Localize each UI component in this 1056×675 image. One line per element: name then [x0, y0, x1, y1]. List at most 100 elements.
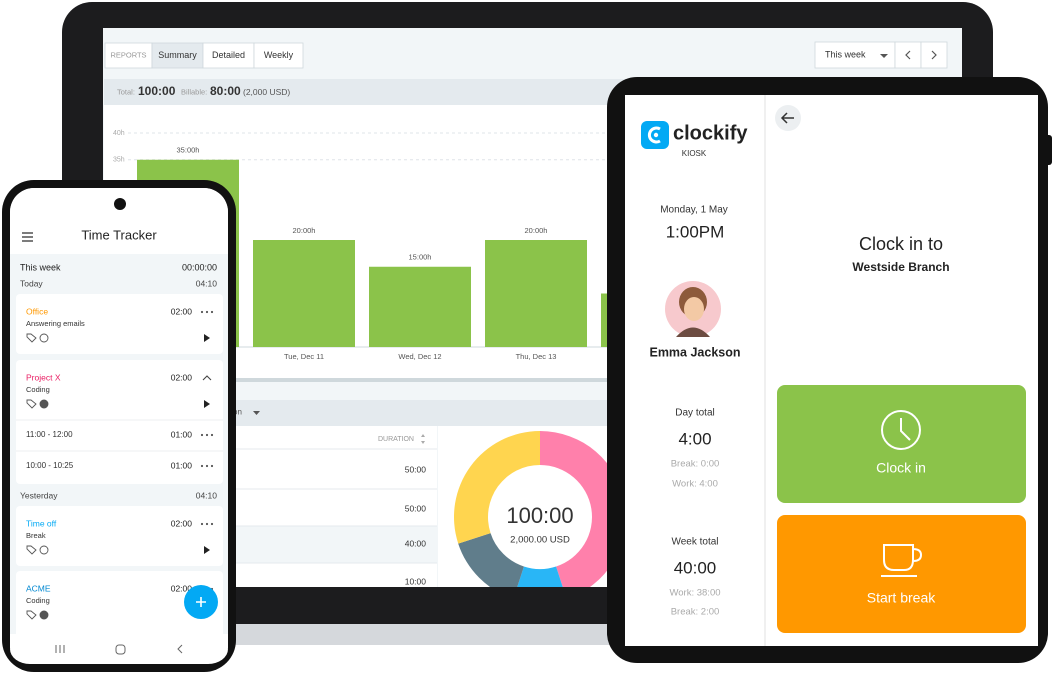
donut-segment: [540, 431, 626, 587]
cup-icon: [883, 544, 923, 571]
description: Break: [26, 531, 46, 540]
day-total: 4:00: [678, 429, 711, 448]
billable-label: Billable:: [181, 87, 207, 96]
project: Time off: [26, 518, 57, 528]
total-label: Total:: [117, 87, 135, 96]
donut-amount: 2,000.00 USD: [510, 535, 570, 546]
y-tick-label: 40h: [113, 130, 125, 137]
billable-icon: [39, 610, 49, 620]
clock-hands: [900, 418, 911, 441]
divider: [104, 378, 962, 382]
avatar-face: [684, 297, 704, 321]
app-title: Time Tracker: [81, 227, 157, 242]
chevron-right: [931, 50, 937, 60]
caret: [253, 411, 260, 415]
range-label[interactable]: This week: [825, 49, 866, 59]
x-tick-label: Thu, Dec 13: [516, 352, 557, 361]
donut-total: 100:00: [506, 503, 573, 528]
entry-card[interactable]: [16, 294, 223, 354]
day-break: Break: 0:00: [671, 459, 720, 470]
week-total: 00:00:00: [182, 262, 217, 272]
play-icon[interactable]: [204, 400, 210, 408]
sort-icon: [421, 434, 425, 444]
duration: 02:00: [171, 518, 193, 528]
next-button: [920, 41, 948, 69]
billable-amount: (2,000 USD): [243, 87, 290, 97]
clock-in-button[interactable]: [777, 385, 1026, 503]
location: Westside Branch: [852, 260, 949, 274]
day-work: Work: 4:00: [672, 479, 718, 490]
week-label: This week: [20, 262, 61, 272]
week-total: 40:00: [674, 558, 717, 577]
nav-bar-fill: [10, 634, 228, 648]
entry-card[interactable]: [16, 571, 223, 641]
logo-dot: [653, 132, 659, 138]
description: Answering emails: [26, 319, 85, 328]
y-tick-label: 35h: [113, 157, 125, 164]
back-arrow: [780, 112, 794, 124]
donut-segment: [454, 431, 540, 544]
clock-in-label[interactable]: Clock in: [876, 460, 926, 476]
phone-content: Time Tracker This week 00:00:00 Today 04:10 Y…: [10, 188, 228, 664]
tab-label[interactable]: Weekly: [264, 50, 294, 60]
group-by[interactable]: on: [233, 408, 242, 417]
bar-label: 15:00h: [409, 253, 432, 262]
date: Monday, 1 May: [660, 205, 728, 216]
entry-card[interactable]: [16, 506, 223, 566]
chevron-up: [202, 375, 212, 381]
clock-icon: [881, 410, 921, 450]
chevron-left: [905, 50, 911, 60]
more-dot: [200, 433, 204, 437]
tab-label[interactable]: Summary: [158, 50, 197, 60]
bar: [369, 266, 471, 347]
duration-cell: 50:00: [405, 464, 427, 474]
tag-icon: [26, 545, 37, 555]
entry-card[interactable]: [16, 360, 223, 484]
description: Coding: [26, 385, 50, 394]
day-total: 04:10: [196, 490, 218, 500]
bar-label: 20:00h: [293, 226, 316, 235]
tab-label[interactable]: Detailed: [212, 50, 245, 60]
more-dot: [200, 464, 204, 468]
duration-cell: 40:00: [405, 538, 427, 548]
table-header[interactable]: DURATION: [378, 436, 414, 443]
start-break-button[interactable]: [777, 515, 1026, 633]
start-break-label[interactable]: Start break: [867, 590, 936, 606]
tab-label: REPORTS: [110, 50, 146, 59]
play-icon[interactable]: [204, 334, 210, 342]
brand: clockify: [673, 122, 748, 144]
nav-home: [115, 644, 126, 655]
play-icon[interactable]: [204, 546, 210, 554]
more-dot: [205, 464, 209, 468]
duration: 02:00: [171, 306, 193, 316]
sub-duration: 01:00: [171, 429, 193, 439]
donut-segment: [517, 566, 563, 587]
day-label: Yesterday: [20, 490, 58, 500]
bar-label: 20:00h: [525, 226, 548, 235]
app-bar-fill: [10, 220, 228, 254]
avatar-body: [676, 327, 710, 337]
week-break: Break: 2:00: [671, 607, 720, 618]
more-dot: [205, 310, 209, 314]
week-work: Work: 38:00: [669, 588, 720, 599]
more-dot: [205, 433, 209, 437]
bar-label: 35:00h: [177, 146, 200, 155]
day-label: Today: [20, 278, 43, 288]
tab: [151, 42, 204, 69]
duration: 02:00: [171, 583, 193, 593]
day-total-label: Day total: [675, 408, 714, 419]
more-dot: [210, 522, 214, 526]
user-name: Emma Jackson: [649, 345, 740, 359]
kiosk-label: KIOSK: [682, 149, 707, 158]
x-tick-label: Tue, Dec 11: [284, 352, 324, 361]
duration-cell: 50:00: [405, 503, 427, 513]
heading: Clock in to: [859, 234, 943, 254]
project: Project X: [26, 372, 61, 382]
tag-icon: [26, 333, 37, 343]
day-total: 04:10: [196, 278, 218, 288]
project: ACME: [26, 583, 51, 593]
more-dot: [210, 464, 214, 468]
fab-plus: [196, 597, 206, 607]
time-range: 11:00 - 12:00: [26, 430, 73, 439]
camera: [114, 198, 126, 210]
